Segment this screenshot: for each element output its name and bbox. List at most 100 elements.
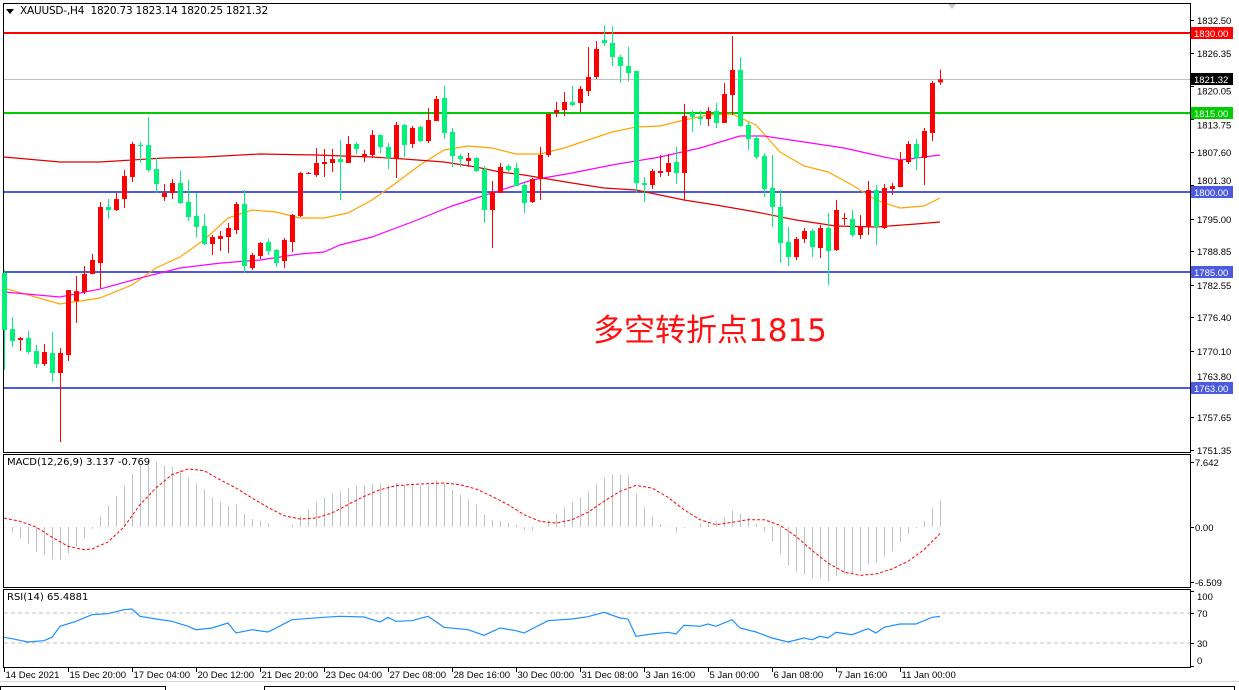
candle-body (394, 125, 399, 160)
candle-body (658, 171, 663, 174)
candle-body (690, 112, 695, 118)
candle-bullish (890, 183, 895, 196)
price-tick-label: 1757.65 (1197, 413, 1231, 424)
candle-bearish (522, 183, 527, 214)
candle-bullish (658, 155, 663, 178)
candle-body (466, 158, 471, 162)
rsi-tick-label: 30 (1197, 639, 1208, 650)
candle-body (306, 173, 311, 175)
level-tag-label: 1800.00 (1194, 188, 1228, 199)
candle-body (98, 206, 103, 264)
candle-body (666, 163, 671, 173)
candle-bullish (322, 149, 327, 178)
candle-bearish (610, 25, 615, 66)
candle-body (458, 156, 463, 160)
candle-bearish (2, 270, 7, 371)
candle-bullish (314, 148, 319, 178)
candle-body (930, 83, 935, 134)
main-panel-frame (3, 3, 1191, 453)
candle-bearish (738, 56, 743, 127)
candle-bearish (786, 227, 791, 267)
level-tag-bg (1191, 266, 1233, 278)
macd-signal-line (3, 468, 941, 576)
chart-shift-marker-icon[interactable] (948, 4, 956, 9)
tab-frame-left[interactable] (0, 686, 166, 690)
candle-bullish (594, 40, 599, 80)
price-tick-label: 1813.75 (1197, 121, 1231, 132)
candle-body (186, 202, 191, 218)
candle-bullish (234, 202, 239, 235)
annotation-text: 多空转折点1815 (593, 313, 827, 349)
candle-body (418, 126, 423, 142)
candle-bullish (42, 344, 47, 367)
candle-bearish (50, 332, 55, 383)
time-tick-label: 31 Dec 08:00 (582, 670, 639, 681)
candle-bearish (626, 47, 631, 81)
candle-body (578, 88, 583, 104)
candle-body (498, 167, 503, 194)
candle-bullish (290, 213, 295, 253)
candle-body (626, 65, 631, 73)
candle-bullish (866, 181, 871, 236)
time-tick-label: 15 Dec 20:00 (70, 670, 127, 681)
candle-body (362, 154, 367, 158)
rsi-label: RSI(14) 65.4881 (7, 592, 89, 603)
candle-bullish (538, 147, 543, 201)
candle-bearish (914, 139, 919, 171)
candle-body (786, 242, 791, 258)
candle-body (58, 353, 63, 374)
candle-body (770, 188, 775, 207)
candle-bullish (554, 102, 559, 118)
candles (2, 24, 943, 442)
candle-body (18, 338, 23, 341)
candle-body (474, 158, 479, 172)
candle-bearish (482, 166, 487, 223)
candle-bullish (114, 193, 119, 212)
candle-bearish (826, 213, 831, 286)
candle-bearish (418, 126, 423, 143)
candle-bullish (298, 172, 303, 218)
candle-body (586, 77, 591, 92)
rsi-tick-label: 100 (1197, 592, 1213, 603)
candle-body (794, 239, 799, 258)
tab-frame-right[interactable] (264, 686, 1235, 690)
candle-body (410, 127, 415, 144)
rsi-indicator (3, 608, 1190, 644)
price-tick-label: 1807.60 (1197, 148, 1231, 159)
time-tick-label: 28 Dec 16:00 (454, 670, 511, 681)
price-tick-label: 1782.55 (1197, 281, 1231, 292)
candle-body (570, 102, 575, 105)
candle-body (258, 243, 263, 257)
price-tick-label: 1826.35 (1197, 49, 1231, 60)
candle-body (602, 39, 607, 43)
candle-body (722, 94, 727, 124)
macd-panel-frame (3, 454, 1191, 588)
moving-averages (3, 113, 941, 305)
candle-bearish (618, 55, 623, 84)
candle-body (34, 351, 39, 365)
candle-body (154, 169, 159, 185)
price-tick-label: 1751.35 (1197, 446, 1231, 457)
candle-bullish (218, 230, 223, 252)
candle-body (82, 274, 87, 293)
dropdown-triangle-icon[interactable] (6, 8, 14, 14)
candle-body (482, 169, 487, 211)
candle-body (594, 48, 599, 78)
rsi-panel-frame (3, 589, 1191, 668)
candle-bearish (874, 185, 879, 246)
candle-bearish (714, 103, 719, 128)
candle-bearish (194, 193, 199, 238)
candle-bullish (706, 107, 711, 127)
candle-bearish (602, 24, 607, 47)
candle-body (218, 236, 223, 240)
price-tick-label: 1776.40 (1197, 313, 1231, 324)
candle-bullish (858, 214, 863, 240)
candle-body (122, 176, 127, 200)
candle-body (138, 144, 143, 147)
candle-bullish (906, 141, 911, 165)
time-tick-label: 6 Jan 08:00 (774, 670, 824, 681)
candle-body (170, 183, 175, 194)
candle-bullish (530, 178, 535, 204)
candle-bullish (98, 202, 103, 289)
